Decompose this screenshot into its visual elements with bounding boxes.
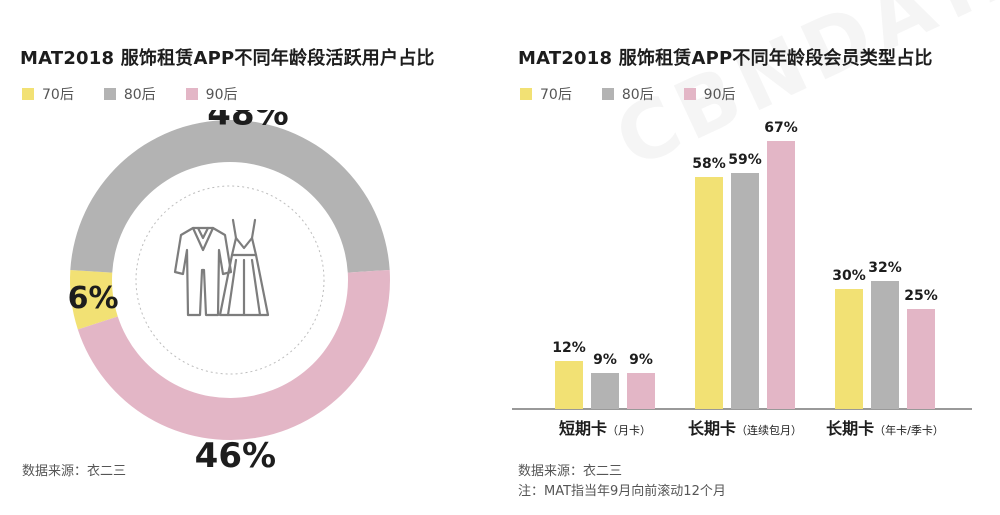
- bar-90后-2: [907, 309, 935, 409]
- legend-label-70: 70后: [540, 87, 572, 103]
- clothing-icon: [173, 218, 270, 317]
- bar-label-70后-0: 12%: [552, 340, 586, 356]
- legend-item-90: 90后: [683, 84, 736, 104]
- bar-70后-2: [835, 289, 863, 409]
- donut-label-80后: 48%: [207, 110, 288, 133]
- bar-label-80后-2: 32%: [868, 260, 902, 276]
- right-chart-title: MAT2018 服饰租赁APP不同年龄段会员类型占比: [518, 48, 933, 69]
- right-legend: 70后 80后 90后: [520, 84, 735, 104]
- bar-80后-2: [871, 281, 899, 409]
- donut-slice-80后: [70, 120, 390, 273]
- bar-label-90后-0: 9%: [629, 352, 653, 368]
- legend-label-90: 90后: [703, 87, 736, 103]
- left-panel: MAT2018 服饰租赁APP不同年龄段活跃用户占比 70后 80后 90后: [20, 48, 435, 479]
- legend-item-70: 70后: [22, 84, 74, 104]
- left-legend: 70后 80后 90后: [22, 84, 237, 104]
- legend-swatch-90: [683, 88, 696, 100]
- bar-70后-1: [695, 177, 723, 409]
- legend-swatch-80: [103, 88, 116, 100]
- bar-80后-1: [731, 173, 759, 409]
- category-label-0: 短期卡（月卡）: [559, 419, 651, 438]
- category-label-1: 长期卡（连续包月）: [688, 419, 802, 438]
- bar-70后-0: [555, 361, 583, 409]
- donut-label-70后: 6%: [68, 281, 119, 316]
- legend-label-90: 90后: [205, 87, 238, 103]
- legend-item-70: 70后: [520, 84, 572, 104]
- bar-label-70后-2: 30%: [832, 268, 866, 284]
- bar-label-90后-1: 67%: [764, 120, 798, 136]
- bar-90后-1: [767, 141, 795, 409]
- legend-swatch-80: [601, 88, 614, 100]
- bar-label-70后-1: 58%: [692, 156, 726, 172]
- legend-swatch-90: [185, 88, 198, 100]
- right-source-note: 数据来源：衣二三: [518, 464, 623, 479]
- donut-inner-dotted-ring: [135, 185, 325, 375]
- donut-label-90后: 46%: [195, 436, 276, 470]
- bar-80后-0: [591, 373, 619, 409]
- left-source-note: 数据来源：衣二三: [22, 464, 127, 479]
- bar-chart: 12% 58% 30% 9% 59% 32% 9% 67% 25% 短期卡（月卡） 长期卡（连续包月…: [512, 120, 972, 438]
- right-panel: MAT2018 服饰租赁APP不同年龄段会员类型占比 70后 80后 90后 1…: [500, 0, 1000, 515]
- bar-90后-0: [627, 373, 655, 409]
- legend-item-80: 80后: [103, 84, 156, 104]
- legend-item-90: 90后: [185, 84, 238, 104]
- legend-swatch-70: [22, 88, 34, 100]
- legend-swatch-70: [520, 88, 532, 100]
- bar-label-90后-2: 25%: [904, 288, 938, 304]
- bar-label-80后-0: 9%: [593, 352, 617, 368]
- donut-slice-70后: [70, 269, 118, 330]
- donut-chart: 6% 48% 46%: [68, 110, 390, 470]
- legend-label-70: 70后: [42, 87, 74, 103]
- right-footnote: 注：MAT指当年9月向前滚动12个月: [518, 484, 726, 499]
- left-chart-title: MAT2018 服饰租赁APP不同年龄段活跃用户占比: [20, 48, 435, 69]
- legend-label-80: 80后: [123, 87, 156, 103]
- category-label-2: 长期卡（年卡/季卡）: [826, 419, 944, 438]
- donut-slice-90后: [77, 269, 390, 440]
- legend-label-80: 80后: [621, 87, 654, 103]
- legend-item-80: 80后: [601, 84, 654, 104]
- bar-label-80后-1: 59%: [728, 152, 762, 168]
